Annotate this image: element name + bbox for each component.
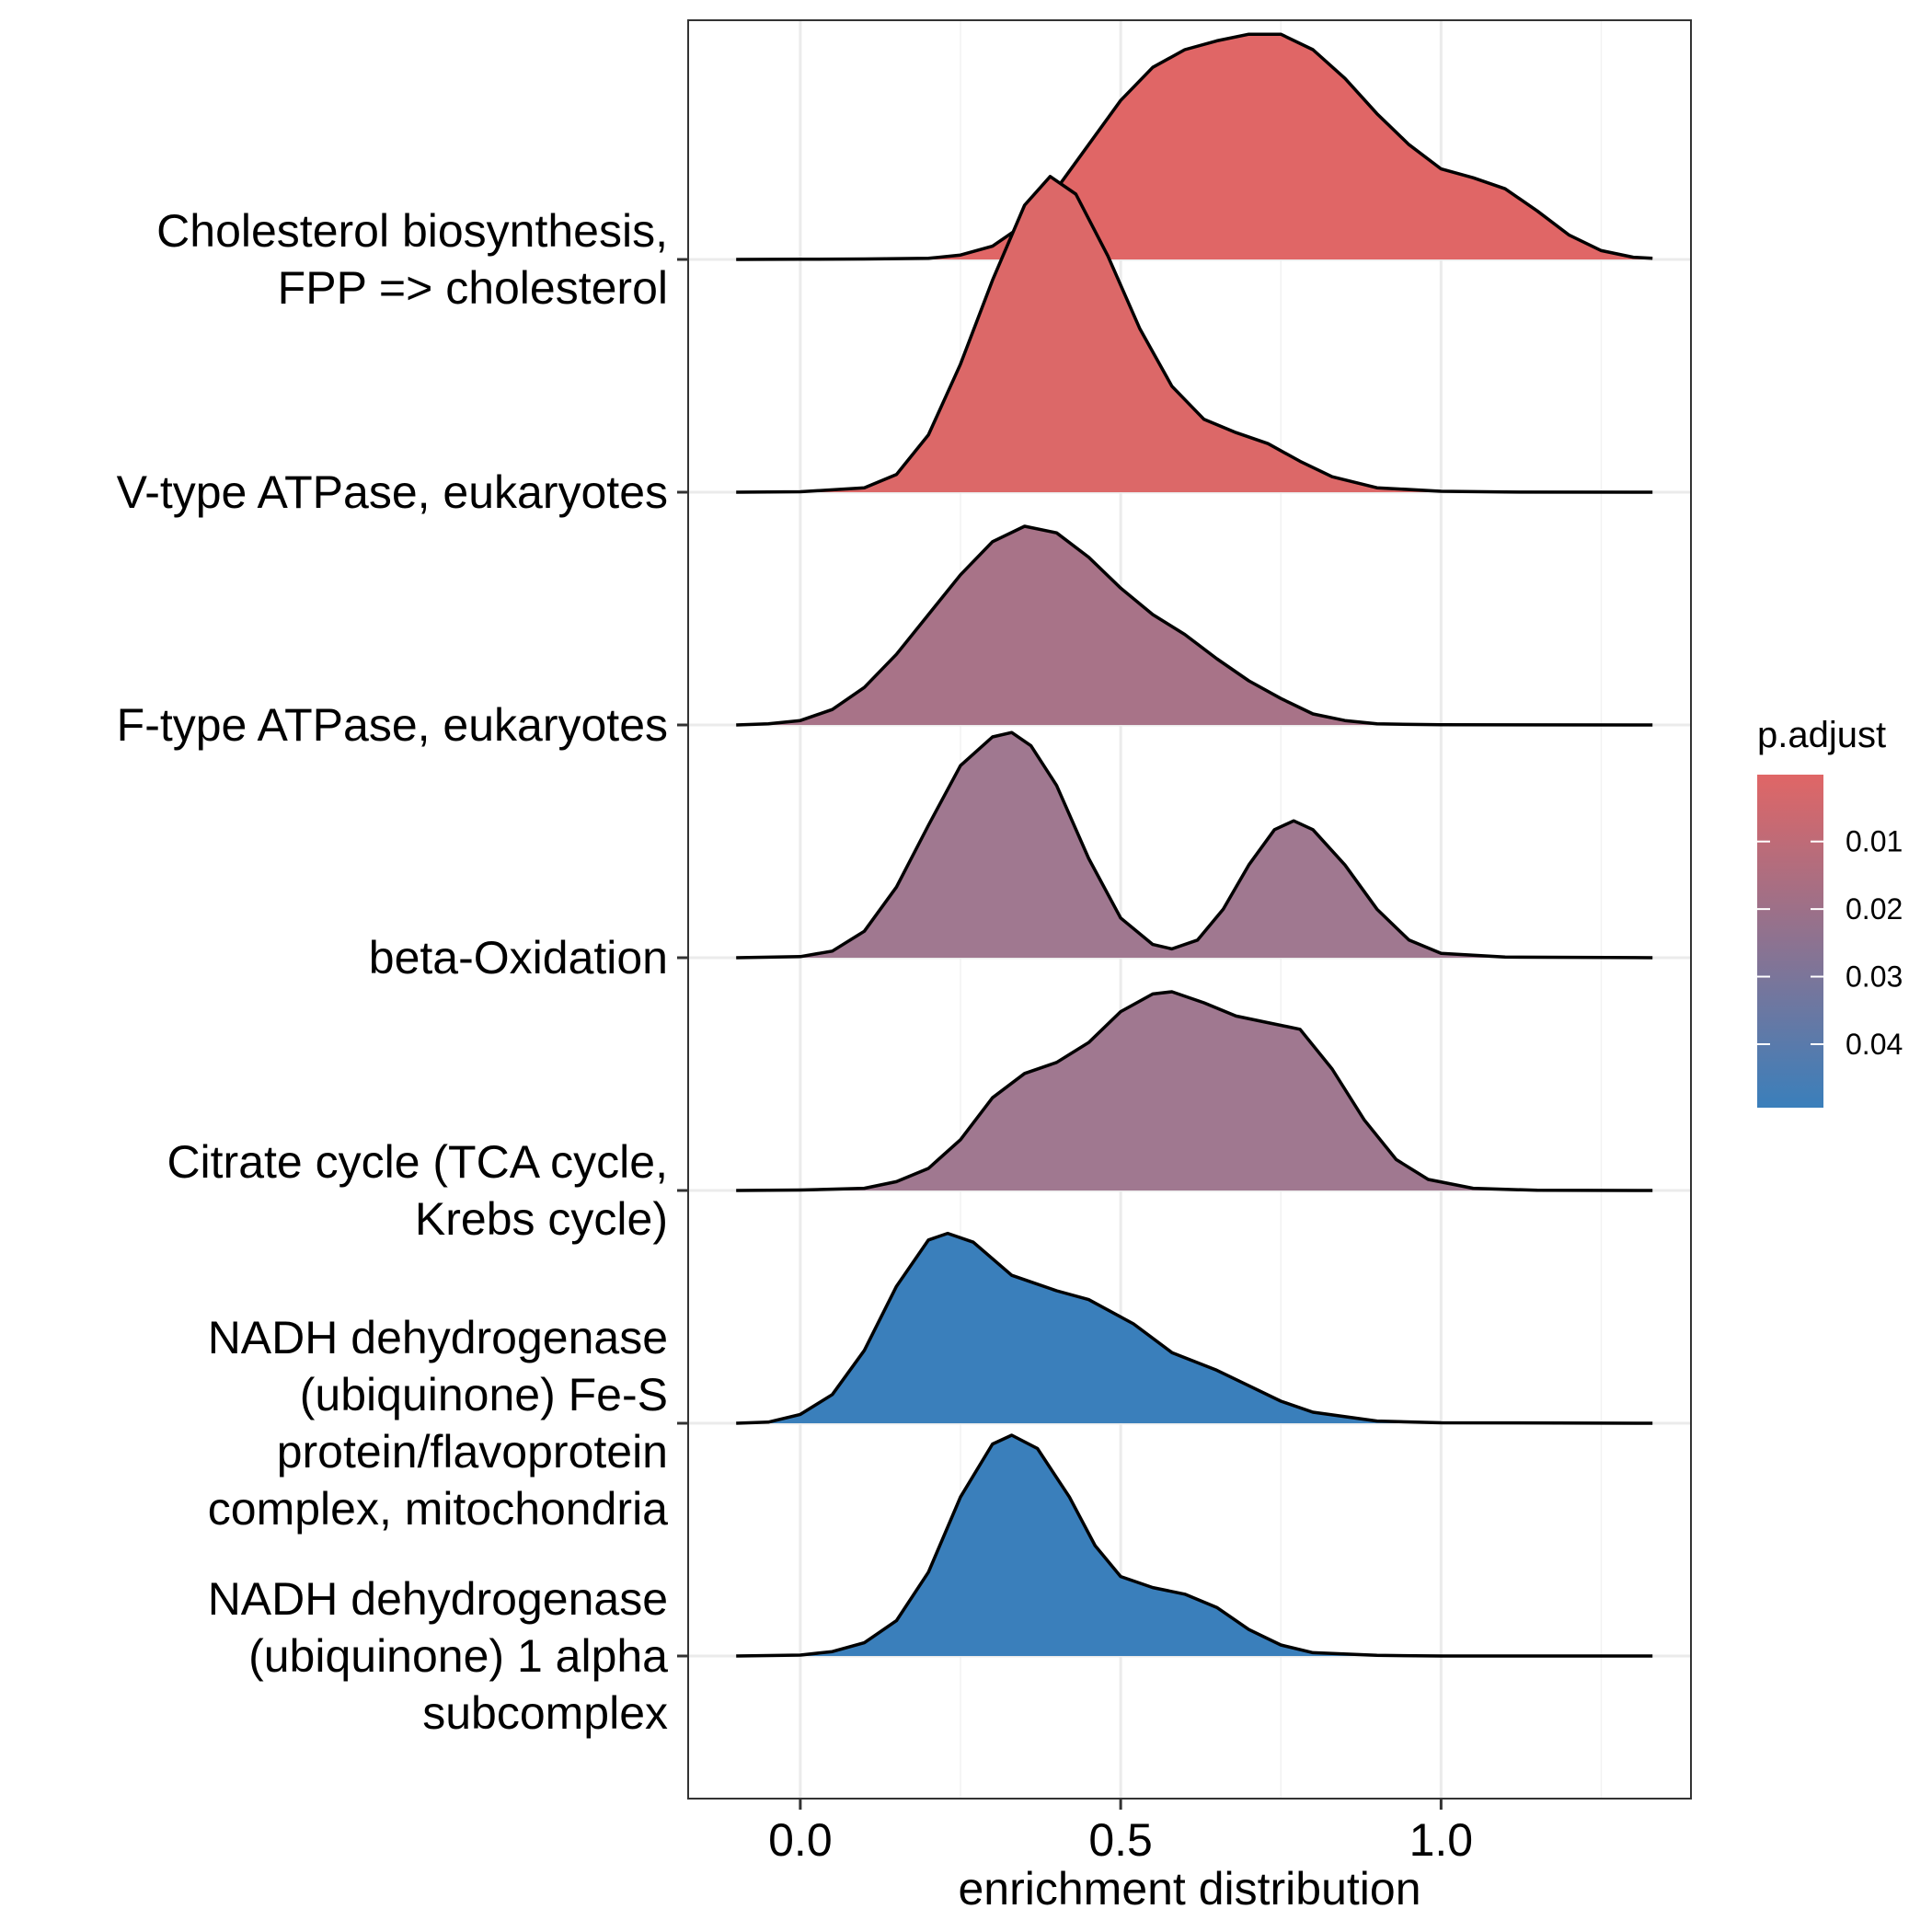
y-tick-label: Cholesterol biosynthesis, xyxy=(156,205,668,257)
ridge-2 xyxy=(736,1231,1653,1425)
ridge-fill xyxy=(736,732,1653,958)
x-axis-title: enrichment distribution xyxy=(958,1863,1420,1915)
y-tick-label: complex, mitochondria xyxy=(208,1483,668,1535)
y-tick-label: Krebs cycle) xyxy=(415,1193,668,1245)
y-tick-label: V-type ATPase, eukaryotes xyxy=(117,466,668,518)
ridge-fill xyxy=(736,176,1653,493)
ridge-4 xyxy=(736,730,1653,960)
x-tick-label: 0.0 xyxy=(768,1814,833,1866)
x-tick-label: 1.0 xyxy=(1409,1814,1474,1866)
y-tick-label: Citrate cycle (TCA cycle, xyxy=(167,1136,668,1188)
y-tick-label: protein/flavoprotein xyxy=(277,1426,668,1478)
grid-layer xyxy=(688,20,1691,1799)
y-tick-label: beta-Oxidation xyxy=(369,932,668,983)
legend-tick-label: 0.01 xyxy=(1846,825,1903,858)
ridge-outline xyxy=(736,32,1653,261)
ridge-layer xyxy=(736,32,1653,1658)
panel-border xyxy=(687,19,1692,1800)
ridge-outline xyxy=(736,730,1653,960)
y-tick-label: (ubiquinone) 1 alpha xyxy=(248,1630,668,1682)
ridge-outline xyxy=(736,175,1653,494)
ridge-fill xyxy=(736,992,1653,1190)
legend-tick-label: 0.03 xyxy=(1846,960,1903,994)
y-tick-label: F-type ATPase, eukaryotes xyxy=(117,699,668,751)
y-axis: NADH dehydrogenase(ubiquinone) 1 alphasu… xyxy=(117,205,688,1739)
ridge-fill xyxy=(736,1233,1653,1423)
legend: p.adjust 0.01 0.02 0.03 0.04 xyxy=(1757,715,1903,1108)
legend-ticks: 0.01 0.02 0.03 0.04 xyxy=(1757,825,1903,1061)
y-tick-label: subcomplex xyxy=(422,1687,668,1739)
legend-colorbar xyxy=(1757,775,1823,1108)
ridge-fill xyxy=(736,1435,1653,1656)
ridge-fill xyxy=(736,34,1653,260)
ridge-outline xyxy=(736,1231,1653,1425)
y-tick-label: FPP => cholesterol xyxy=(278,262,668,314)
x-axis: 0.0 0.5 1.0 xyxy=(768,1799,1473,1866)
ridge-outline xyxy=(736,990,1653,1192)
y-tick-label: (ubiquinone) Fe-S xyxy=(300,1369,668,1420)
legend-tick-label: 0.02 xyxy=(1846,892,1903,926)
ridge-outline xyxy=(736,524,1653,727)
ridge-fill xyxy=(736,526,1653,725)
ridge-5 xyxy=(736,524,1653,727)
ridge-7 xyxy=(736,32,1653,261)
ridge-3 xyxy=(736,990,1653,1192)
ridge-6 xyxy=(736,175,1653,494)
y-tick-label: NADH dehydrogenase xyxy=(208,1312,668,1363)
legend-tick-label: 0.04 xyxy=(1846,1028,1903,1061)
x-tick-label: 0.5 xyxy=(1088,1814,1153,1866)
legend-title: p.adjust xyxy=(1757,715,1886,755)
ridge-1 xyxy=(736,1433,1653,1658)
y-tick-label: NADH dehydrogenase xyxy=(208,1573,668,1625)
ridge-outline xyxy=(736,1433,1653,1658)
